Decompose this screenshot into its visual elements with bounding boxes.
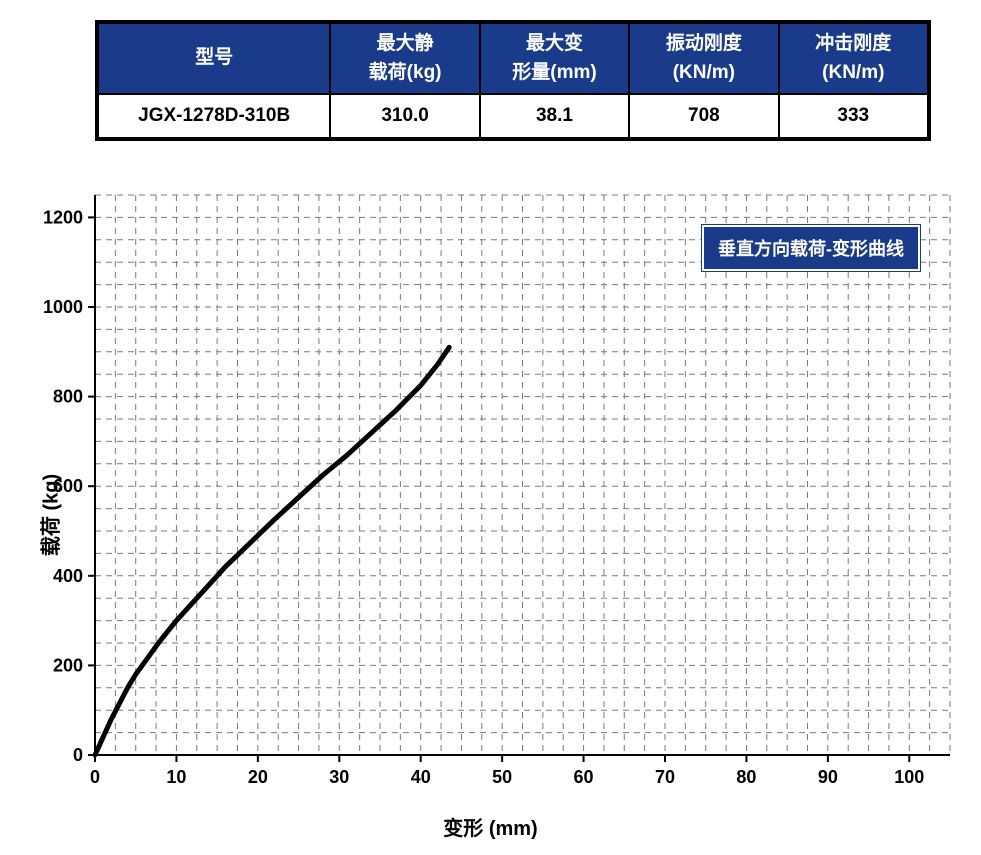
svg-text:90: 90 xyxy=(818,767,838,787)
svg-text:30: 30 xyxy=(329,767,349,787)
spec-table: 型号 最大静载荷(kg) 最大变形量(mm) 振动刚度(KN/m) 冲击刚度(K… xyxy=(95,20,931,141)
svg-text:70: 70 xyxy=(655,767,675,787)
col-header-model: 型号 xyxy=(98,23,330,94)
svg-text:0: 0 xyxy=(73,745,83,765)
col-header-vib-stiffness: 振动刚度(KN/m) xyxy=(629,23,778,94)
svg-text:80: 80 xyxy=(736,767,756,787)
svg-text:0: 0 xyxy=(90,767,100,787)
col-header-max-deform: 最大变形量(mm) xyxy=(480,23,629,94)
table-row: JGX-1278D-310B 310.0 38.1 708 333 xyxy=(98,94,928,138)
svg-text:100: 100 xyxy=(894,767,924,787)
x-axis-label: 变形 (mm) xyxy=(0,812,981,841)
cell-vib-stiffness: 708 xyxy=(629,94,778,138)
cell-max-deform: 38.1 xyxy=(480,94,629,138)
svg-text:1200: 1200 xyxy=(43,207,83,227)
y-axis-label: 载荷 (kg) xyxy=(35,474,64,556)
svg-text:1000: 1000 xyxy=(43,297,83,317)
svg-text:200: 200 xyxy=(53,655,83,675)
chart-legend: 垂直方向载荷-变形曲线 xyxy=(702,225,920,271)
cell-impact-stiffness: 333 xyxy=(779,94,928,138)
col-header-max-load: 最大静载荷(kg) xyxy=(330,23,479,94)
svg-text:60: 60 xyxy=(574,767,594,787)
table-header-row: 型号 最大静载荷(kg) 最大变形量(mm) 振动刚度(KN/m) 冲击刚度(K… xyxy=(98,23,928,94)
svg-text:20: 20 xyxy=(248,767,268,787)
chart-svg: 0102030405060708090100020040060080010001… xyxy=(0,185,981,805)
svg-text:50: 50 xyxy=(492,767,512,787)
svg-text:40: 40 xyxy=(411,767,431,787)
svg-text:10: 10 xyxy=(166,767,186,787)
load-deformation-chart: 载荷 (kg) 01020304050607080901000200400600… xyxy=(0,185,981,845)
cell-model: JGX-1278D-310B xyxy=(98,94,330,138)
col-header-impact-stiffness: 冲击刚度(KN/m) xyxy=(779,23,928,94)
cell-max-load: 310.0 xyxy=(330,94,479,138)
svg-text:400: 400 xyxy=(53,566,83,586)
svg-text:800: 800 xyxy=(53,387,83,407)
